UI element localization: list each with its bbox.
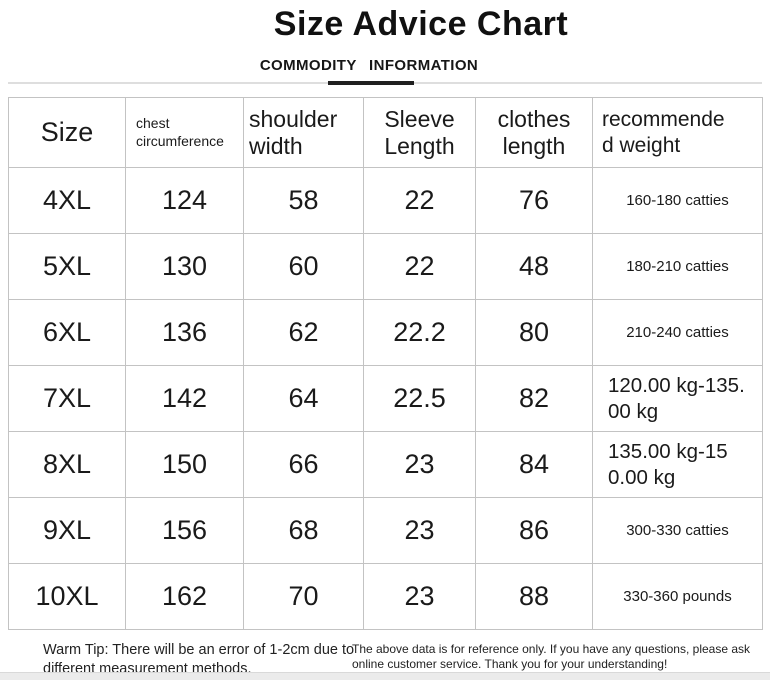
table-cell: 124 [125, 167, 244, 234]
table-cell: 300-330 catties [592, 497, 763, 564]
table-cell: 64 [243, 365, 364, 432]
table-cell: 23 [363, 497, 476, 564]
table-row: 6XL 136 62 22.2 80 210-240 catties [8, 299, 763, 366]
table-cell: 23 [363, 563, 476, 630]
size-cell: 6XL [8, 299, 126, 366]
table-body: 4XL 124 58 22 76 160-180 catties 5XL 130 60 22 48 1… [8, 167, 763, 630]
col-header-size: Size [8, 97, 126, 168]
size-table: Size chest circumference shoulder width … [8, 97, 763, 630]
table-cell: 82 [475, 365, 593, 432]
table-cell: 22.2 [363, 299, 476, 366]
size-cell: 5XL [8, 233, 126, 300]
page-title: Size Advice Chart [273, 5, 569, 43]
table-cell: 150 [125, 431, 244, 498]
divider-accent-bar [328, 81, 414, 85]
table-cell: 23 [363, 431, 476, 498]
col-header-shoulder-width: shoulder width [243, 97, 364, 168]
table-cell: 80 [475, 299, 593, 366]
table-cell: 136 [125, 299, 244, 366]
table-cell: 66 [243, 431, 364, 498]
col-header-sleeve-length: Sleeve Length [363, 97, 476, 168]
col-header-clothes-length: clothes length [475, 97, 593, 168]
table-cell: 210-240 catties [592, 299, 763, 366]
table-cell: 160-180 catties [592, 167, 763, 234]
table-cell: 156 [125, 497, 244, 564]
table-cell: 76 [475, 167, 593, 234]
reference-note: The above data is for reference only. If… [352, 642, 751, 671]
table-row: 4XL 124 58 22 76 160-180 catties [8, 167, 763, 234]
size-cell: 7XL [8, 365, 126, 432]
section-subtitle: COMMODITY INFORMATION [259, 57, 479, 74]
table-cell: 22 [363, 233, 476, 300]
size-cell: 10XL [8, 563, 126, 630]
table-cell: 84 [475, 431, 593, 498]
table-row: 8XL 150 66 23 84 135.00 kg-15 0.00 kg [8, 431, 763, 498]
bottom-band [0, 672, 770, 680]
table-row: 5XL 130 60 22 48 180-210 catties [8, 233, 763, 300]
table-cell: 60 [243, 233, 364, 300]
table-cell: 162 [125, 563, 244, 630]
table-cell: 135.00 kg-15 0.00 kg [592, 431, 763, 498]
table-cell: 130 [125, 233, 244, 300]
table-cell: 22 [363, 167, 476, 234]
table-cell: 22.5 [363, 365, 476, 432]
size-cell: 9XL [8, 497, 126, 564]
table-cell: 62 [243, 299, 364, 366]
table-cell: 70 [243, 563, 364, 630]
table-row: 7XL 142 64 22.5 82 120.00 kg-135. 00 kg [8, 365, 763, 432]
col-header-recommended-weight: recommende d weight [592, 97, 763, 168]
table-cell: 58 [243, 167, 364, 234]
table-header-row: Size chest circumference shoulder width … [8, 97, 763, 168]
table-cell: 86 [475, 497, 593, 564]
table-cell: 68 [243, 497, 364, 564]
table-row: 9XL 156 68 23 86 300-330 catties [8, 497, 763, 564]
divider-line [8, 81, 762, 85]
col-header-chest-circumference: chest circumference [125, 97, 244, 168]
table-cell: 180-210 catties [592, 233, 763, 300]
table-cell: 142 [125, 365, 244, 432]
table-cell: 120.00 kg-135. 00 kg [592, 365, 763, 432]
size-cell: 8XL [8, 431, 126, 498]
table-cell: 88 [475, 563, 593, 630]
table-cell: 330-360 pounds [592, 563, 763, 630]
table-cell: 48 [475, 233, 593, 300]
size-cell: 4XL [8, 167, 126, 234]
table-row: 10XL 162 70 23 88 330-360 pounds [8, 563, 763, 630]
